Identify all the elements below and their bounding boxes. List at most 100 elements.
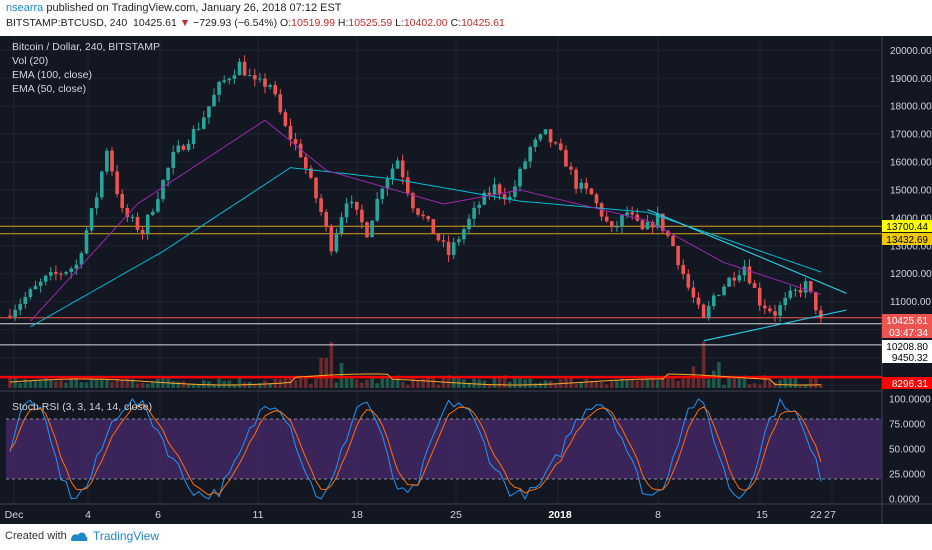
price-tick-label: 18000.00 — [890, 102, 932, 113]
stoch-tick-label: 100.0000 — [889, 395, 931, 406]
candle-body — [727, 277, 731, 287]
candle-body — [161, 180, 165, 200]
volume-bar — [426, 378, 430, 388]
volume-bar — [502, 375, 507, 388]
created-with-text: Created with — [5, 530, 67, 542]
trend-lines[interactable] — [647, 208, 847, 342]
chart-area[interactable]: 20000.00 19000.00 18000.00 17000.00 16000.00… — [0, 36, 932, 524]
candle-body — [110, 150, 114, 172]
volume-bar — [13, 376, 17, 388]
volume-bar — [681, 378, 685, 388]
volume-bar — [727, 376, 731, 388]
candle-body — [610, 221, 614, 228]
candle-body — [589, 188, 594, 195]
volume-bar — [222, 380, 226, 388]
volume-bar — [436, 384, 441, 388]
candle-body — [100, 171, 104, 198]
volume-bar — [196, 384, 201, 388]
volume-bar — [808, 378, 813, 388]
price-label-box — [882, 314, 932, 326]
candle-body — [768, 308, 772, 312]
volume-bar — [763, 375, 767, 388]
candle-body — [798, 289, 803, 293]
candle-body — [380, 188, 385, 199]
volume-bar — [615, 380, 619, 388]
candle-body — [661, 213, 665, 231]
volume-bar — [640, 378, 645, 388]
candle-body — [69, 268, 73, 272]
volume-bar — [74, 377, 79, 388]
candle-body — [54, 272, 58, 274]
volume-bar — [309, 383, 313, 388]
last-price: 10425.61 — [133, 17, 177, 29]
candle-body — [89, 208, 94, 231]
candle-body — [390, 168, 395, 180]
volume-bar — [380, 376, 385, 388]
volume-bar — [339, 363, 344, 388]
volume-bar — [722, 384, 726, 388]
candle-body — [788, 290, 793, 298]
stoch-tick-label: 50.0000 — [889, 445, 926, 456]
volume-bar — [814, 377, 818, 388]
candle-body — [666, 230, 670, 236]
volume-bar — [783, 376, 787, 388]
candle-body — [559, 143, 563, 150]
candle-body — [431, 219, 436, 235]
price-tick-label: 14000.00 — [890, 213, 932, 224]
volume-bar — [604, 384, 609, 388]
candle-body — [273, 85, 277, 95]
candle-body — [115, 171, 119, 195]
volume-bar — [370, 377, 374, 388]
volume-bar — [553, 384, 558, 388]
volume-bar — [227, 380, 232, 388]
candle-body — [620, 215, 624, 227]
candle-body — [722, 286, 726, 295]
candle-body — [59, 273, 63, 275]
stoch-d-line — [9, 403, 822, 496]
time-axis[interactable]: Dec 4 6 11 18 25 2018 8 15 22 27 — [5, 509, 836, 521]
volume-bar — [773, 382, 777, 388]
stoch-axis[interactable]: 100.0000 75.0000 50.0000 25.0000 0.0000 — [889, 395, 931, 506]
candle-body — [650, 221, 655, 228]
candle-body — [171, 151, 175, 168]
volume-bar — [513, 377, 517, 388]
candle-body — [186, 143, 191, 150]
open-label: O: — [280, 17, 292, 29]
candle-body — [487, 192, 492, 195]
volume-bar — [803, 383, 808, 388]
stoch-levels — [6, 418, 882, 480]
stoch-tick-label: 0.0000 — [889, 495, 920, 506]
volume-bar — [258, 382, 262, 388]
volume-bar — [365, 379, 369, 388]
candle-body — [625, 212, 629, 216]
volume-bar — [778, 379, 782, 388]
candle-body — [691, 287, 696, 298]
legend-ema50: EMA (50, close) — [12, 83, 86, 95]
volume-bar — [610, 381, 614, 388]
candle-body — [778, 305, 782, 316]
candle-body — [79, 253, 84, 265]
volume-bar — [18, 382, 22, 388]
candle-body — [533, 139, 538, 148]
candle-body — [222, 80, 226, 82]
candle-body — [38, 281, 43, 286]
volume-bar — [686, 378, 691, 388]
candle-body — [278, 94, 283, 113]
open-value: 10519.99 — [291, 17, 335, 29]
trend-line — [703, 309, 847, 342]
volume-bar — [528, 378, 532, 388]
change-value: −729.93 (−6.54%) — [193, 17, 278, 29]
volume-bar — [237, 376, 242, 388]
price-tick-label: 11000.00 — [890, 297, 931, 308]
low-label: L: — [395, 17, 404, 29]
volume-bar — [115, 378, 119, 388]
price-chart[interactable]: 20000.00 19000.00 18000.00 17000.00 16000.00… — [0, 36, 932, 524]
volume-bar — [140, 382, 145, 388]
candle-body — [283, 112, 288, 126]
volume-bar — [788, 377, 793, 388]
tradingview-link[interactable]: TradingView — [93, 529, 160, 543]
candle-body — [365, 222, 369, 238]
candle-body — [339, 217, 344, 234]
volume-bar — [293, 380, 298, 388]
author-link[interactable]: nsearra — [6, 2, 44, 14]
